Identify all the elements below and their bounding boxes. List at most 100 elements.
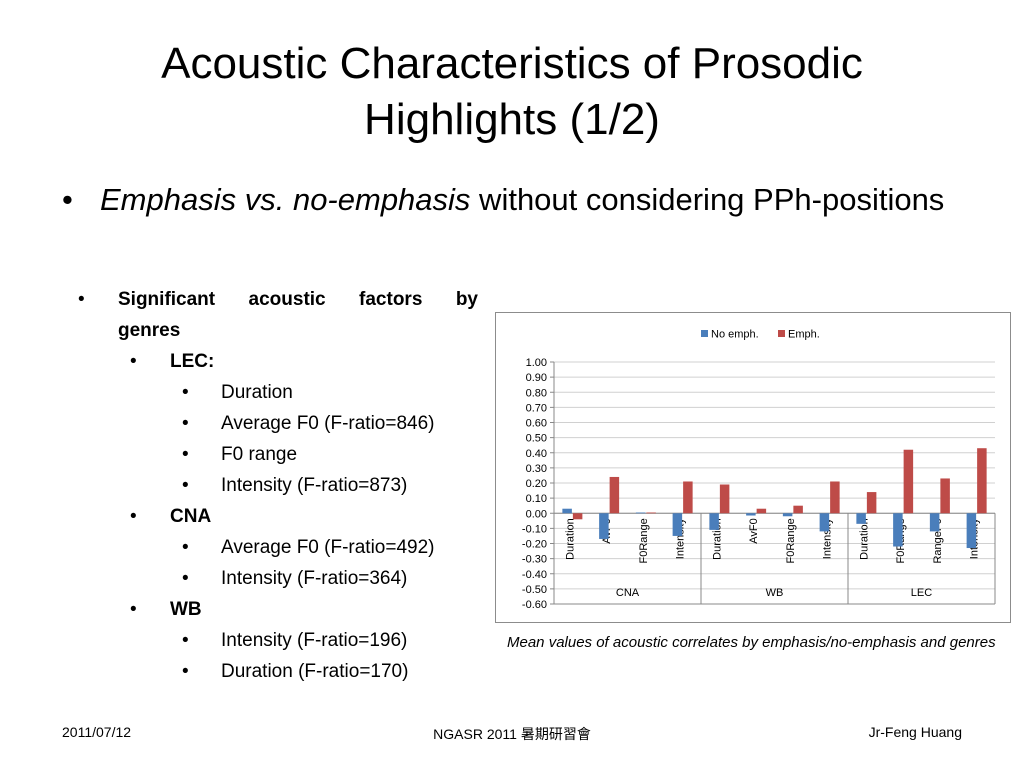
title-line-2: Highlights (1/2) bbox=[364, 95, 660, 144]
y-tick-label: 0.80 bbox=[526, 387, 547, 399]
bar-emph bbox=[830, 481, 840, 514]
emphasis-bar-chart: 1.00 0.90 0.80 0.70 0.60 0.50 0.40 0.30 0.20 0.10… bbox=[495, 312, 1011, 623]
y-tick-label: 0.60 bbox=[526, 418, 547, 430]
bar-no-emph bbox=[672, 513, 683, 536]
factor-label: Intensity (F-ratio=873) bbox=[221, 475, 408, 496]
bar-emph bbox=[609, 476, 620, 514]
bar-no-emph bbox=[746, 513, 756, 516]
genre-name: CNA bbox=[170, 506, 212, 527]
y-tick-label: -0.20 bbox=[522, 539, 547, 551]
main-bullet-text: Emphasis vs. no-emphasis without conside… bbox=[100, 176, 960, 224]
bar-emph bbox=[646, 512, 656, 514]
bar-emph bbox=[903, 449, 914, 514]
group-label: LEC bbox=[911, 587, 932, 599]
y-tick-label: -0.50 bbox=[522, 584, 547, 596]
bullet-dot: • bbox=[182, 382, 189, 403]
bar-emph bbox=[977, 448, 987, 514]
chart-svg: 1.00 0.90 0.80 0.70 0.60 0.50 0.40 0.30 0.20 0.10… bbox=[522, 329, 996, 611]
category-label: Duration bbox=[564, 518, 576, 560]
genre-name: WB bbox=[170, 599, 202, 620]
category-label: AvF0 bbox=[748, 518, 760, 543]
legend-swatch bbox=[701, 330, 708, 337]
factor-item: • Average F0 (F-ratio=846) bbox=[78, 408, 478, 439]
factor-list: • Significant acoustic factors by genres… bbox=[78, 284, 478, 687]
category-label: F0Range bbox=[785, 518, 797, 563]
bar-no-emph bbox=[929, 513, 940, 532]
bullet-dot: • bbox=[182, 630, 189, 651]
title-line-1: Acoustic Characteristics of Prosodic bbox=[161, 39, 863, 88]
factor-label: Average F0 (F-ratio=846) bbox=[221, 413, 435, 434]
bar-emph bbox=[719, 484, 730, 514]
bullet-dot: • bbox=[182, 568, 189, 589]
genre-heading: • CNA bbox=[78, 501, 478, 532]
y-tick-label: -0.30 bbox=[522, 554, 547, 566]
bullet-dot: • bbox=[130, 599, 137, 620]
genre-heading: • WB bbox=[78, 594, 478, 625]
y-tick-label: -0.60 bbox=[522, 599, 547, 611]
bar-emph bbox=[866, 492, 877, 514]
bar-no-emph bbox=[893, 513, 903, 547]
category-label: Duration bbox=[858, 518, 870, 560]
category-label: F0Range bbox=[638, 518, 650, 563]
y-tick-label: 0.70 bbox=[526, 402, 547, 414]
genre-name: LEC: bbox=[170, 351, 215, 372]
bar-emph bbox=[572, 513, 583, 520]
chart-caption: Mean values of acoustic correlates by em… bbox=[507, 634, 996, 651]
bullet-dot: • bbox=[62, 182, 73, 217]
bullet-dot: • bbox=[182, 444, 189, 465]
bar-emph bbox=[940, 478, 950, 514]
factor-label: F0 range bbox=[221, 444, 298, 465]
bar-no-emph bbox=[819, 513, 830, 532]
group-label: WB bbox=[766, 587, 784, 599]
footer-date: 2011/07/12 bbox=[62, 724, 132, 740]
bullet-dot: • bbox=[182, 661, 189, 682]
legend-label: Emph. bbox=[788, 329, 820, 341]
bar-no-emph bbox=[709, 513, 719, 530]
group-label: CNA bbox=[616, 587, 640, 599]
factor-item: • Duration bbox=[78, 377, 478, 408]
factor-item: • Average F0 (F-ratio=492) bbox=[78, 532, 478, 563]
main-bullet-rest: without considering PPh-positions bbox=[470, 182, 945, 217]
legend-swatch bbox=[778, 330, 785, 337]
bullet-dot: • bbox=[130, 506, 137, 527]
bar-no-emph bbox=[856, 513, 866, 524]
footer-author: Jr-Feng Huang bbox=[868, 724, 962, 740]
bar-no-emph bbox=[782, 513, 793, 517]
factor-label: Intensity (F-ratio=364) bbox=[221, 568, 408, 589]
factor-item: • F0 range bbox=[78, 439, 478, 470]
factor-item: • Intensity (F-ratio=364) bbox=[78, 563, 478, 594]
bar-no-emph bbox=[966, 513, 977, 549]
y-tick-label: 0.30 bbox=[526, 463, 547, 475]
legend-label: No emph. bbox=[711, 329, 759, 341]
y-tick-label: -0.40 bbox=[522, 569, 547, 581]
bar-emph bbox=[793, 505, 803, 514]
factor-label: Duration bbox=[221, 382, 293, 403]
bullet-dot: • bbox=[182, 475, 189, 496]
genre-heading: • LEC: bbox=[78, 346, 478, 377]
bullet-dot: • bbox=[182, 537, 189, 558]
factor-item: • Intensity (F-ratio=196) bbox=[78, 625, 478, 656]
factor-item: • Duration (F-ratio=170) bbox=[78, 656, 478, 687]
bullet-dot: • bbox=[182, 413, 189, 434]
bullet-dot: • bbox=[78, 289, 85, 310]
y-tick-label: 1.00 bbox=[526, 357, 547, 369]
sub-heading-cont: genres bbox=[78, 315, 478, 346]
factor-label: Duration (F-ratio=170) bbox=[221, 661, 409, 682]
factor-item: • Intensity (F-ratio=873) bbox=[78, 470, 478, 501]
bar-emph bbox=[756, 508, 767, 514]
sub-heading-line-1: Significant acoustic factors by bbox=[118, 289, 478, 310]
main-bullet-italic: Emphasis vs. no-emphasis bbox=[100, 182, 471, 217]
bar-emph bbox=[683, 481, 693, 514]
factor-label: Average F0 (F-ratio=492) bbox=[221, 537, 435, 558]
y-tick-label: -0.10 bbox=[522, 523, 547, 535]
bullet-dot: • bbox=[130, 351, 137, 372]
y-tick-label: 0.00 bbox=[526, 508, 547, 520]
slide-title: Acoustic Characteristics of Prosodic Hig… bbox=[60, 36, 964, 148]
factor-label: Intensity (F-ratio=196) bbox=[221, 630, 408, 651]
y-tick-label: 0.10 bbox=[526, 493, 547, 505]
sub-heading: • Significant acoustic factors by bbox=[78, 284, 478, 315]
bar-no-emph bbox=[635, 512, 646, 514]
sub-heading-line-2: genres bbox=[118, 320, 181, 341]
bar-no-emph bbox=[562, 508, 572, 514]
y-tick-label: 0.50 bbox=[526, 433, 547, 445]
